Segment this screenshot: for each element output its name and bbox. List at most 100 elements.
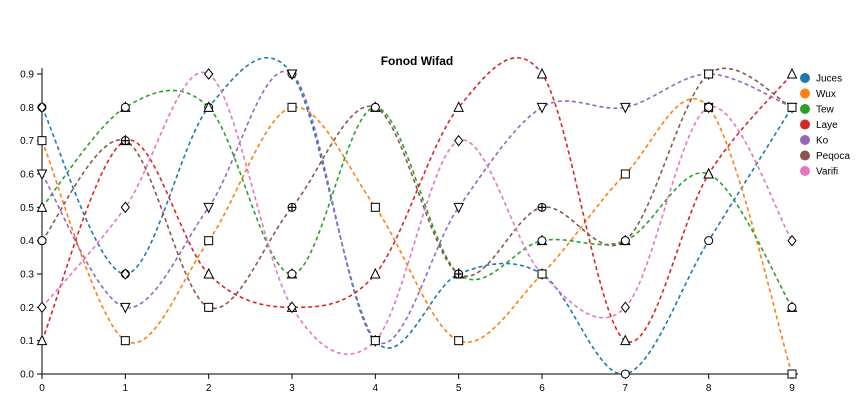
legend-label-wux: Wux xyxy=(816,89,836,100)
series-line-laye xyxy=(41,57,793,343)
data-point-marker xyxy=(287,269,297,279)
data-point-wux xyxy=(620,169,630,179)
chart-title: Fonod Wifad xyxy=(381,54,454,68)
data-point-marker xyxy=(787,102,797,112)
data-point-marker xyxy=(704,102,714,112)
data-point-ko xyxy=(536,102,548,114)
legend: Juces Wux Tew Laye Ko Peqoca Varifi xyxy=(800,73,850,178)
x-tick-label: 4 xyxy=(373,383,379,394)
data-point-laye xyxy=(536,67,548,79)
x-tick-label: 6 xyxy=(539,383,545,394)
y-tick-label: 0.9 xyxy=(20,70,34,81)
legend-swatch-wux xyxy=(800,88,810,99)
data-point-peqoca xyxy=(120,136,130,146)
y-tick-label: 0.2 xyxy=(20,303,34,314)
data-point-wux xyxy=(37,136,47,146)
data-point-peqoca xyxy=(287,202,297,212)
y-tick-label: 0.8 xyxy=(20,103,34,114)
x-tick-label: 3 xyxy=(289,383,295,394)
y-tick-label: 0.0 xyxy=(20,370,34,381)
data-point-marker xyxy=(37,101,47,114)
data-point-juces xyxy=(704,236,714,246)
series-line-tew xyxy=(41,89,793,308)
data-point-marker xyxy=(787,302,797,312)
series-line-juces xyxy=(41,57,793,375)
axes: 0.0 0.1 0.2 0.3 0.4 0.5 0.6 0.7 0.8 0.9 0 1 2 3 4 5 6 7 8 9 xyxy=(20,68,798,394)
series-lines xyxy=(41,57,793,375)
data-point-laye xyxy=(620,334,631,346)
data-point-wux xyxy=(120,336,130,346)
data-point-varifi xyxy=(620,301,630,314)
data-point-varifi xyxy=(37,301,47,314)
data-point-tew xyxy=(203,101,214,112)
legend-label-laye: Laye xyxy=(816,120,838,131)
data-point-marker xyxy=(620,236,630,246)
data-point-ko xyxy=(120,302,131,314)
y-tick-label: 0.5 xyxy=(20,203,34,214)
data-point-ko xyxy=(36,169,48,181)
data-point-marker xyxy=(204,302,214,312)
legend-label-juces: Juces xyxy=(816,74,842,85)
data-point-wux xyxy=(787,369,797,379)
series-line-peqoca xyxy=(41,67,793,310)
data-point-marker xyxy=(120,268,130,280)
data-point-marker xyxy=(537,269,547,279)
data-point-wux xyxy=(454,336,464,346)
data-point-marker xyxy=(37,236,47,246)
data-point-wux xyxy=(204,236,214,246)
y-tick-label: 0.7 xyxy=(20,136,34,147)
data-point-peqoca xyxy=(454,269,464,279)
x-tick-label: 5 xyxy=(456,383,462,394)
data-point-laye xyxy=(786,67,798,79)
legend-label-tew: Tew xyxy=(816,105,835,116)
x-tick-label: 2 xyxy=(206,383,212,394)
data-point-marker xyxy=(120,102,130,112)
data-point-wux xyxy=(287,102,297,112)
legend-swatch-peqoca xyxy=(800,150,810,161)
data-point-laye xyxy=(370,267,381,279)
data-point-tew xyxy=(36,201,48,212)
data-point-laye xyxy=(203,267,214,279)
data-point-varifi xyxy=(120,201,130,214)
series-line-varifi xyxy=(41,71,793,356)
x-tick-label: 0 xyxy=(39,383,45,394)
legend-label-peqoca: Peqoca xyxy=(816,151,850,162)
data-point-marker xyxy=(204,68,214,80)
x-tick-label: 7 xyxy=(623,383,629,394)
legend-swatch-varifi xyxy=(800,166,810,176)
y-tick-label: 0.6 xyxy=(20,170,34,181)
data-point-varifi xyxy=(454,134,464,147)
data-point-ko xyxy=(453,202,464,214)
legend-swatch-ko xyxy=(800,135,810,145)
data-point-peqoca xyxy=(537,202,547,212)
y-tick-label: 0.3 xyxy=(20,270,34,281)
data-point-varifi xyxy=(287,301,297,314)
legend-label-ko: Ko xyxy=(816,136,829,147)
y-tick-label: 0.1 xyxy=(20,336,34,347)
data-point-laye xyxy=(453,101,464,112)
data-point-laye xyxy=(36,334,48,346)
series-line-wux xyxy=(41,98,793,375)
data-point-ko xyxy=(620,102,631,114)
x-tick-label: 1 xyxy=(123,383,129,394)
data-point-wux xyxy=(370,202,380,212)
x-tick-label: 9 xyxy=(789,383,795,394)
data-point-varifi xyxy=(787,234,797,247)
legend-label-varifi: Varifi xyxy=(816,167,838,178)
data-point-marker xyxy=(537,236,547,246)
data-point-marker xyxy=(286,69,298,81)
data-point-ko xyxy=(203,202,214,214)
data-point-marker xyxy=(704,69,714,79)
data-point-laye xyxy=(703,167,714,179)
data-point-marker xyxy=(370,102,380,112)
legend-swatch-laye xyxy=(800,119,810,130)
series-line-ko xyxy=(41,70,793,345)
legend-swatch-tew xyxy=(800,104,810,114)
legend-swatch-juces xyxy=(800,73,810,83)
x-tick-label: 8 xyxy=(706,383,712,394)
y-tick-label: 0.4 xyxy=(20,236,34,247)
data-point-juces xyxy=(620,369,630,379)
data-markers xyxy=(36,67,798,379)
